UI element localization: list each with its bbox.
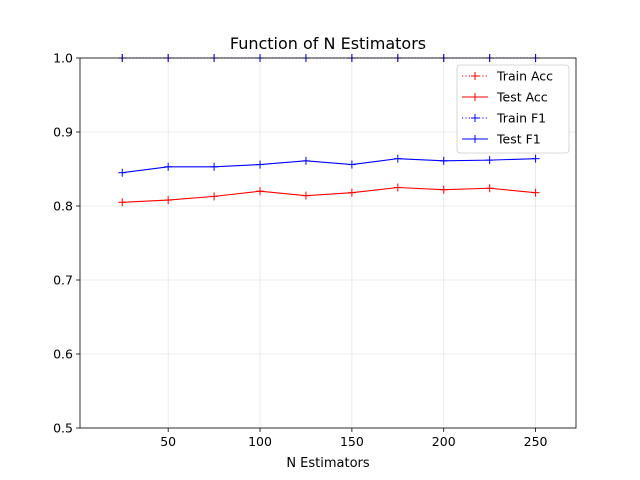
series-test-acc [118,183,540,207]
legend-marker [471,135,479,143]
legend-label: Test Acc [496,90,548,105]
legend: Train Acc Test Acc Train F1 Test F1 [456,64,570,154]
legend-entry-test-f1: Test F1 [462,132,541,147]
data-point-test-acc [393,183,402,192]
data-point-test-acc [164,196,173,205]
data-point-test-f1 [439,156,448,165]
x-tick-label: 250 [524,434,548,449]
series-line-test-f1 [122,158,536,174]
y-tick-label: 0.9 [53,125,73,140]
data-point-test-acc [439,185,448,194]
legend-label: Train F1 [496,111,546,126]
plot-frame [79,57,577,429]
series-line-test-acc [122,186,536,203]
chart-title: Function of N Estimators [230,34,426,53]
legend-box [456,64,570,154]
data-point-test-acc [301,191,310,200]
data-point-test-acc [256,187,265,196]
data-point-test-f1 [118,168,127,177]
legend-marker [471,114,479,122]
x-tick-label: 50 [160,434,176,449]
legend-entry-test-acc: Test Acc [462,90,548,105]
y-axis-ticks: 0.5 0.6 0.7 0.8 0.9 1.0 [53,51,80,436]
data-point-test-f1 [164,162,173,171]
legend-label: Test F1 [496,132,541,147]
data-point-test-f1 [393,154,402,163]
data-point-test-f1 [347,160,356,169]
data-point-test-acc [118,198,127,207]
y-tick-label: 0.7 [53,273,73,288]
legend-label: Train Acc [496,69,553,84]
data-point-test-f1 [301,156,310,165]
data-point-test-acc [210,192,219,201]
y-tick-label: 0.6 [53,347,73,362]
y-tick-label: 1.0 [53,51,73,66]
legend-marker [471,72,479,80]
y-tick-label: 0.5 [53,421,73,436]
x-tick-label: 150 [340,434,364,449]
legend-marker [471,93,479,101]
x-axis-label: N Estimators [286,456,370,471]
y-tick-label: 0.8 [53,199,73,214]
data-point-test-f1 [210,162,219,171]
legend-entry-train-acc: Train Acc [462,69,553,84]
data-point-test-f1 [256,160,265,169]
data-point-test-acc [347,188,356,197]
x-tick-label: 200 [432,434,456,449]
x-tick-label: 100 [248,434,272,449]
data-point-test-f1 [531,154,540,163]
data-point-test-acc [485,184,494,193]
x-axis-ticks: 50 100 150 200 250 [160,428,548,449]
series-test-f1 [118,154,540,177]
data-point-test-acc [531,188,540,197]
legend-entry-train-f1: Train F1 [462,111,546,126]
data-point-test-f1 [485,156,494,165]
